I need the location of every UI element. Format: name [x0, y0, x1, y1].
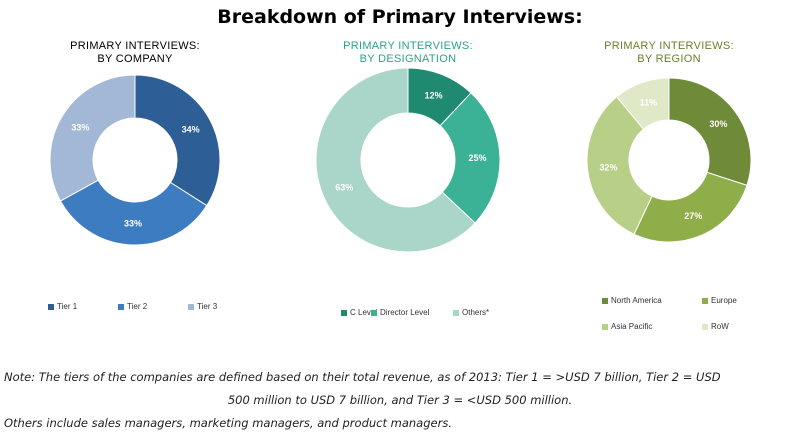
- region-legend-swatch: [702, 323, 708, 330]
- company-legend-label: Tier 1: [57, 302, 78, 311]
- designation-label-c-level: 12%: [425, 90, 443, 100]
- company-legend: Tier 1 Tier 2 Tier 3: [10, 302, 260, 342]
- designation-legend: C Level Director Level Others*: [283, 308, 533, 348]
- company-legend-label: Tier 3: [197, 302, 218, 311]
- region-slice-europe: [633, 171, 748, 243]
- region-legend-label: Asia Pacific: [611, 322, 653, 331]
- designation-legend-label: Director Level: [380, 308, 430, 317]
- company-legend-swatch: [118, 303, 124, 310]
- company-chart-title-line2: BY COMPANY: [97, 53, 173, 65]
- designation-slice-director-level: [439, 92, 501, 224]
- region-label-north-america: 30%: [709, 119, 727, 129]
- designation-legend-label: Others*: [462, 308, 490, 317]
- company-label-tier-1: 34%: [182, 124, 200, 134]
- region-legend-swatch: [602, 297, 608, 304]
- region-legend-swatch: [602, 323, 608, 330]
- region-slice-asia-pacific: [586, 96, 653, 235]
- designation-chart-title: PRIMARY INTERVIEWS: BY DESIGNATION: [283, 40, 533, 66]
- others-note: Others include sales managers, marketing…: [4, 416, 452, 430]
- region-chart-title-line1: PRIMARY INTERVIEWS:: [604, 40, 734, 52]
- region-legend-asia-pacific: Asia Pacific: [602, 322, 652, 331]
- designation-legend-swatch: [341, 309, 347, 316]
- company-legend-tier-2: Tier 2: [118, 302, 147, 311]
- region-slice-north-america: [668, 77, 752, 186]
- designation-legend-c-level: C Level: [341, 308, 377, 317]
- company-label-tier-2: 33%: [124, 218, 142, 228]
- company-donut-chart: 34% 33% 33%: [49, 74, 221, 246]
- region-legend-label: North America: [611, 296, 662, 305]
- region-donut-chart: 30% 27% 32% 11%: [586, 77, 752, 243]
- designation-chart-panel: PRIMARY INTERVIEWS: BY DESIGNATION 12% 25…: [283, 40, 533, 340]
- designation-donut-chart: 12% 25% 63%: [315, 67, 501, 253]
- company-legend-tier-1: Tier 1: [48, 302, 77, 311]
- designation-chart-title-line1: PRIMARY INTERVIEWS:: [343, 40, 473, 52]
- region-legend: North America Europe Asia Pacific RoW: [544, 296, 794, 336]
- designation-legend-swatch: [371, 309, 377, 316]
- region-chart-title: PRIMARY INTERVIEWS: BY REGION: [544, 40, 794, 66]
- designation-chart-title-line2: BY DESIGNATION: [359, 53, 457, 65]
- company-chart-panel: PRIMARY INTERVIEWS: BY COMPANY 34% 33% 33%…: [10, 40, 260, 340]
- region-legend-label: RoW: [711, 322, 729, 331]
- main-title: Breakdown of Primary Interviews:: [217, 6, 583, 28]
- region-chart-panel: PRIMARY INTERVIEWS: BY REGION 30% 27% 32% 1…: [544, 40, 794, 340]
- company-slice-tier-3: [49, 74, 136, 202]
- designation-label-others: 63%: [335, 183, 353, 193]
- company-legend-swatch: [48, 303, 54, 310]
- region-label-europe: 27%: [684, 211, 702, 221]
- company-chart-title-line1: PRIMARY INTERVIEWS:: [70, 40, 200, 52]
- region-legend-swatch: [702, 297, 708, 304]
- designation-slice-others: [315, 67, 476, 253]
- company-slice-tier-1: [134, 74, 221, 207]
- company-chart-title: PRIMARY INTERVIEWS: BY COMPANY: [10, 40, 260, 66]
- designation-legend-label: C Level: [350, 308, 378, 317]
- company-legend-tier-3: Tier 3: [188, 302, 217, 311]
- region-label-row: 11%: [640, 98, 658, 108]
- tiers-note-line1: Note: The tiers of the companies are def…: [4, 370, 721, 384]
- region-legend-north-america: North America: [602, 296, 662, 305]
- region-legend-label: Europe: [711, 296, 737, 305]
- company-slice-tier-2: [59, 179, 208, 246]
- region-legend-row: RoW: [702, 322, 729, 331]
- region-chart-title-line2: BY REGION: [637, 53, 701, 65]
- company-legend-label: Tier 2: [127, 302, 148, 311]
- designation-label-director-level: 25%: [468, 153, 486, 163]
- company-legend-swatch: [188, 303, 194, 310]
- designation-legend-swatch: [453, 309, 459, 316]
- tiers-note-line2: 500 million to USD 7 billion, and Tier 3…: [227, 393, 573, 407]
- region-slice-row: [616, 77, 670, 130]
- region-legend-europe: Europe: [702, 296, 737, 305]
- designation-legend-others: Others*: [453, 308, 489, 317]
- designation-legend-director-level: Director Level: [371, 308, 429, 317]
- company-label-tier-3: 33%: [71, 123, 89, 133]
- region-label-asia-pacific: 32%: [599, 163, 617, 173]
